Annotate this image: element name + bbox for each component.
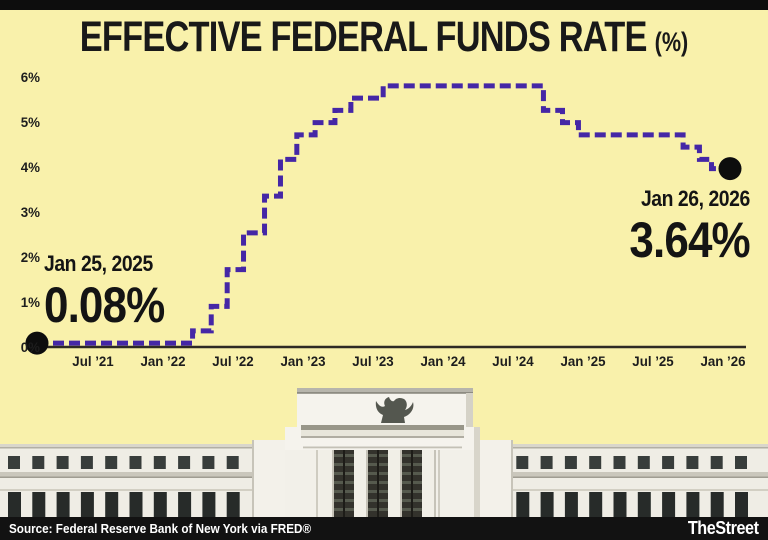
building-window (226, 456, 239, 469)
building-window (202, 492, 216, 518)
source-attribution: Source: Federal Reserve Bank of New York… (9, 521, 312, 536)
building-window (735, 456, 747, 469)
y-tick-label: 6% (20, 69, 40, 85)
building-window (178, 456, 191, 469)
building-window (637, 492, 651, 518)
y-tick-label: 0% (20, 339, 40, 355)
building-window (80, 492, 94, 518)
start-point-marker (25, 331, 49, 355)
building-window (343, 450, 345, 518)
x-tick-label: Jan ’25 (560, 353, 606, 369)
building-window (153, 456, 166, 469)
building-window (686, 456, 699, 469)
portico-columns (320, 450, 436, 518)
building-window (710, 492, 724, 518)
annotation-start-date: Jan 25, 2025 (44, 251, 153, 276)
building-window (32, 456, 45, 469)
building-window (686, 492, 700, 518)
annotation-start-rate: 0.08% (44, 277, 165, 333)
building-window (516, 456, 529, 469)
effr-rate-line (37, 83, 730, 346)
building-window (613, 492, 627, 518)
x-tick-label: Jul ’23 (352, 353, 394, 369)
x-tick-label: Jul ’24 (492, 353, 534, 369)
y-tick-label: 2% (20, 249, 40, 265)
x-tick-label: Jul ’21 (72, 353, 114, 369)
building-window (80, 456, 93, 469)
x-tick-label: Jul ’22 (212, 353, 254, 369)
building-window (56, 456, 69, 469)
y-tick-label: 4% (20, 159, 40, 175)
building-window (8, 492, 21, 518)
annotation-start-value: Jan 25, 2025 0.08% (44, 251, 165, 333)
building-window (710, 456, 723, 469)
top-border-strip (0, 0, 768, 10)
building-window (662, 492, 676, 518)
building-window (226, 492, 240, 518)
building-window (105, 456, 118, 469)
building-window (637, 456, 650, 469)
building-window (411, 450, 413, 518)
end-point-marker (718, 157, 742, 181)
building-window (8, 456, 20, 469)
y-tick-label: 3% (20, 204, 40, 220)
building-window (589, 492, 603, 518)
building-window (105, 492, 119, 518)
chart-title: EFFECTIVE FEDERAL FUNDS RATE (%) (77, 13, 691, 62)
building-window (202, 456, 215, 469)
x-tick-label: Jul ’25 (632, 353, 674, 369)
building-window (377, 450, 379, 518)
x-tick-label: Jan ’22 (140, 353, 186, 369)
annotation-end-rate: 3.64% (629, 212, 751, 268)
building-window (540, 456, 553, 469)
chart-title-unit: (%) (654, 27, 689, 57)
building-window (613, 456, 626, 469)
building-window (564, 492, 578, 518)
building-window (129, 456, 142, 469)
annotation-end-value: Jan 26, 2026 3.64% (629, 186, 751, 268)
building-window (153, 492, 167, 518)
building-window (56, 492, 70, 518)
building-window (516, 492, 530, 518)
y-tick-label: 1% (20, 294, 40, 310)
building-window (32, 492, 46, 518)
building-window (178, 492, 192, 518)
annotation-end-date: Jan 26, 2026 (641, 186, 750, 211)
building-window (129, 492, 143, 518)
x-tick-label: Jan ’24 (420, 353, 466, 369)
federal-reserve-building-image (0, 388, 768, 518)
x-tick-label: Jan ’26 (700, 353, 746, 369)
building-window (735, 492, 748, 518)
chart-title-text: EFFECTIVE FEDERAL FUNDS RATE (79, 13, 648, 61)
y-tick-label: 5% (20, 114, 40, 130)
building-window (564, 456, 577, 469)
thestreet-logo: TheStreet (688, 518, 759, 538)
building-window (589, 456, 602, 469)
building-window (662, 456, 675, 469)
footer-bar: Source: Federal Reserve Bank of New York… (0, 517, 768, 540)
building-window (540, 492, 554, 518)
x-tick-label: Jan ’23 (280, 353, 326, 369)
eagle-statue-icon (375, 397, 414, 423)
